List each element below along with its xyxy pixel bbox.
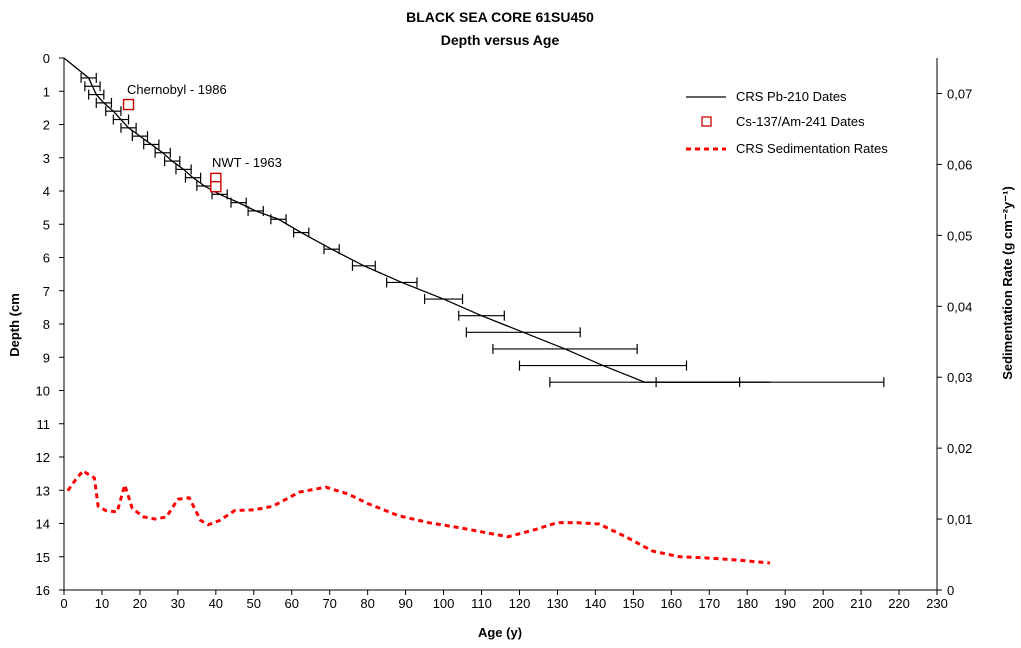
- y-tick-label: 1: [43, 84, 50, 99]
- x-tick-label: 130: [547, 596, 569, 611]
- y2-tick-label: 0: [947, 583, 954, 598]
- y-tick-label: 14: [36, 517, 50, 532]
- x-tick-label: 30: [171, 596, 185, 611]
- y-tick-label: 2: [43, 118, 50, 133]
- x-tick-label: 210: [850, 596, 872, 611]
- legend-label-pb210: CRS Pb-210 Dates: [736, 89, 847, 104]
- legend-label-cs137: Cs-137/Am-241 Dates: [736, 114, 865, 129]
- chart-subtitle: Depth versus Age: [441, 32, 560, 48]
- chart-title: BLACK SEA CORE 61SU450: [406, 9, 594, 25]
- x-tick-label: 80: [360, 596, 374, 611]
- y-tick-label: 11: [37, 417, 51, 432]
- y-tick-label: 0: [43, 51, 50, 66]
- series-layer: [63, 57, 885, 565]
- x-tick-label: 160: [660, 596, 682, 611]
- annotation-nwt: NWT - 1963: [212, 155, 282, 170]
- x-tick-label: 220: [888, 596, 910, 611]
- x-tick-label: 170: [698, 596, 720, 611]
- x-tick-label: 190: [774, 596, 796, 611]
- annotation-chernobyl: Chernobyl - 1986: [127, 82, 227, 97]
- y2-tick-label: 0,01: [947, 512, 972, 527]
- cs137-marker: [210, 180, 222, 193]
- x-tick-label: 140: [585, 596, 607, 611]
- y-tick-label: 8: [43, 317, 50, 332]
- x-tick-label: 10: [95, 596, 109, 611]
- y2-tick-label: 0,04: [947, 299, 972, 314]
- y-tick-label: 15: [36, 550, 50, 565]
- y2-tick-label: 0,05: [947, 228, 972, 243]
- x-tick-label: 180: [736, 596, 758, 611]
- x-axis-title: Age (y): [478, 625, 522, 640]
- x-tick-label: 110: [471, 596, 492, 611]
- plot-area: [63, 58, 938, 591]
- x-tick-label: 60: [285, 596, 299, 611]
- y-tick-label: 10: [36, 384, 50, 399]
- series-line-sedimentation-rate: [66, 469, 771, 565]
- x-tick-label: 50: [247, 596, 261, 611]
- legend-marker-cs137: [701, 116, 712, 127]
- legend-label-sedrate: CRS Sedimentation Rates: [736, 141, 888, 156]
- y-tick-label: 9: [43, 350, 50, 365]
- x-tick-label: 230: [926, 596, 948, 611]
- y2-tick-label: 0,03: [947, 370, 972, 385]
- y2-tick-label: 0,02: [947, 441, 972, 456]
- x-tick-label: 70: [322, 596, 336, 611]
- y2-tick-label: 0,06: [947, 157, 972, 172]
- x-axis: 0 10 20 30 40 50 60 70 80 90 100 110 120 130 140 150 160…: [60, 590, 948, 611]
- y-tick-label: 16: [36, 583, 50, 598]
- x-tick-label: 0: [60, 596, 67, 611]
- x-tick-label: 150: [622, 596, 644, 611]
- x-tick-label: 200: [812, 596, 834, 611]
- x-tick-label: 100: [433, 596, 455, 611]
- y-tick-label: 5: [43, 217, 50, 232]
- series-line-pb210: [63, 57, 770, 383]
- x-tick-label: 90: [398, 596, 412, 611]
- y-tick-label: 7: [43, 284, 50, 299]
- x-tick-label: 120: [509, 596, 531, 611]
- x-tick-label: 20: [133, 596, 147, 611]
- y-tick-label: 13: [36, 483, 50, 498]
- legend: CRS Pb-210 Dates Cs-137/Am-241 Dates CRS…: [686, 89, 888, 156]
- y-tick-label: 3: [43, 151, 50, 166]
- y-tick-label: 12: [36, 450, 50, 465]
- y2-axis-title: Sedimentation Rate (g cm⁻²y⁻¹): [1000, 186, 1015, 380]
- y-tick-label: 6: [43, 251, 50, 266]
- y-axis-title: Depth (cm: [7, 293, 22, 357]
- y-axis-right: 0 0,01 0,02 0,03 0,04 0,05 0,06 0,07: [937, 86, 972, 598]
- cs137-marker: [122, 98, 135, 111]
- x-tick-label: 40: [209, 596, 223, 611]
- y2-tick-label: 0,07: [947, 86, 972, 101]
- y-tick-label: 4: [43, 184, 50, 199]
